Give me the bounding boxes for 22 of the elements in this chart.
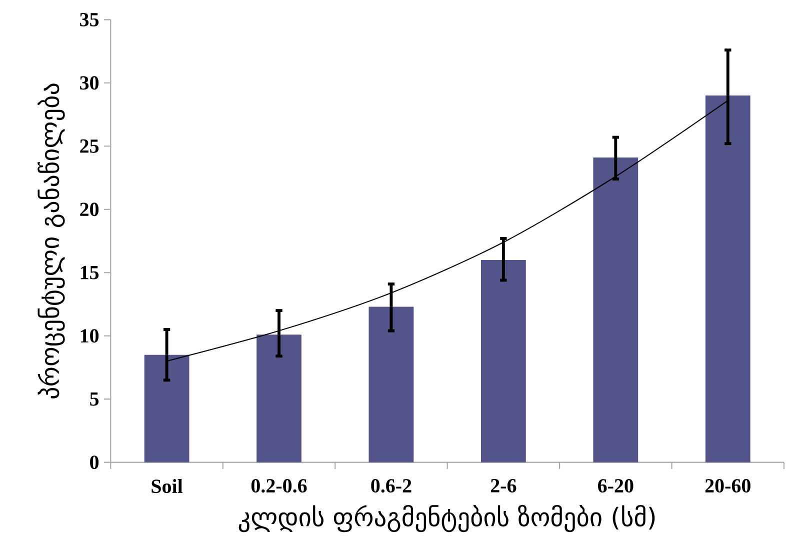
x-tick-label: 20-60 xyxy=(705,479,750,493)
y-tick-label: 30 xyxy=(80,76,99,90)
y-tick-label: 35 xyxy=(80,12,99,26)
y-tick-label: 0 xyxy=(90,456,99,470)
y-tick-label: 5 xyxy=(90,392,99,406)
x-tick-label: 0.2-0.6 xyxy=(251,479,307,493)
y-tick-label: 15 xyxy=(80,266,99,280)
x-tick-label: 6-20 xyxy=(598,479,634,493)
y-tick-label: 20 xyxy=(80,202,99,216)
y-axis-title: პროცენტული განაწილება xyxy=(38,84,65,398)
x-axis-title: კლდის ფრაგმენტების ზომები (სმ) xyxy=(238,504,655,532)
y-tick-label: 25 xyxy=(80,139,99,153)
bar xyxy=(593,158,638,462)
bar xyxy=(705,96,750,462)
bar xyxy=(368,306,414,462)
x-tick-label: Soil xyxy=(152,479,183,494)
x-tick-label: 0.6-2 xyxy=(371,479,412,493)
bar xyxy=(256,334,302,462)
y-tick-label: 10 xyxy=(80,329,99,343)
bar xyxy=(144,354,190,462)
bar xyxy=(480,260,526,462)
x-tick-label: 2-6 xyxy=(490,479,516,492)
